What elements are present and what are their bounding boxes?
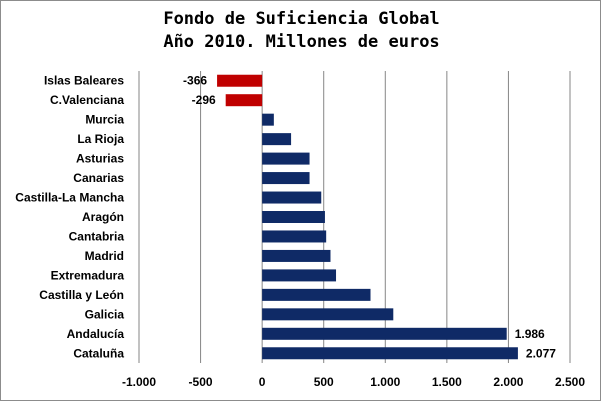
chart-title-line-2: Año 2010. Millones de euros: [163, 32, 440, 52]
bar: [262, 191, 322, 204]
bar: [262, 327, 507, 340]
bar: [262, 113, 274, 126]
category-label: Madrid: [85, 249, 124, 263]
category-label: Castilla y León: [39, 288, 124, 302]
category-label: Castilla-La Mancha: [15, 191, 124, 205]
bar: [217, 74, 263, 87]
category-label: Aragón: [82, 210, 124, 224]
category-label: Murcia: [85, 113, 124, 127]
bar: [262, 230, 327, 243]
category-label: Andalucía: [67, 327, 125, 341]
bar: [262, 133, 292, 146]
x-tick-label: 2.000: [493, 375, 523, 389]
x-tick-label: 1.000: [370, 375, 400, 389]
data-label: -366: [183, 74, 207, 88]
category-label: C.Valenciana: [50, 93, 124, 107]
bar: [262, 172, 310, 185]
data-labels: -366 -296 1.986 2.077: [183, 74, 556, 361]
bar: [262, 269, 337, 282]
bars: [217, 74, 518, 360]
category-label: Extremadura: [51, 268, 125, 282]
bar: [262, 249, 331, 262]
bar: [262, 347, 518, 360]
x-tick-labels: -1.000 -500 0 500 1.000 1.500 2.000 2.500: [122, 375, 585, 389]
category-label: Cataluña: [73, 346, 124, 360]
category-label: Canarias: [73, 171, 124, 185]
x-tick-label: -1.000: [122, 375, 156, 389]
data-label: 2.077: [526, 346, 556, 360]
x-tick-label: 1.500: [432, 375, 462, 389]
bar: [262, 211, 325, 223]
bar: [225, 94, 263, 107]
chart-title-line-1: Fondo de Suficiencia Global: [163, 9, 440, 29]
data-label: -296: [192, 93, 216, 107]
bar: [262, 152, 310, 165]
x-tick-label: 0: [259, 375, 266, 389]
category-label: Galicia: [85, 307, 125, 321]
data-label: 1.986: [515, 327, 545, 341]
x-tick-label: -500: [189, 375, 213, 389]
category-label: Cantabria: [69, 229, 125, 243]
bar: [262, 308, 394, 321]
x-tick-label: 2.500: [555, 375, 585, 389]
bar: [262, 288, 371, 301]
category-label: Islas Baleares: [44, 74, 124, 88]
category-label: La Rioja: [77, 132, 124, 146]
category-label: Asturias: [76, 152, 124, 166]
category-labels: Islas Baleares C.Valenciana Murcia La Rioja…: [15, 74, 124, 361]
x-tick-label: 500: [314, 375, 334, 389]
